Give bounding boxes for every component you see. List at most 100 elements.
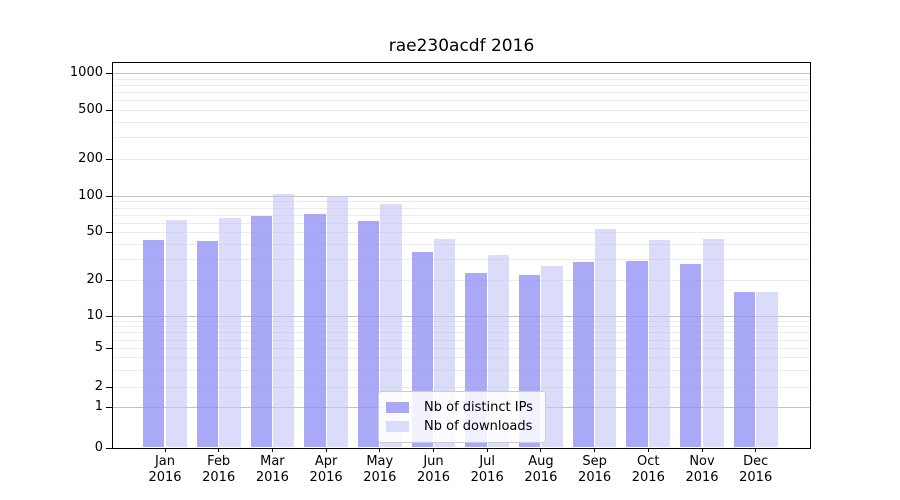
x-tick-mark [540, 448, 542, 452]
major-gridline [113, 316, 810, 317]
y-tick-label: 100 [78, 188, 103, 203]
bar-distinct-ips [733, 291, 756, 447]
bar-distinct-ips [680, 264, 702, 447]
minor-gridline [113, 100, 810, 102]
minor-gridline [113, 159, 810, 160]
x-tick-year: 2016 [309, 469, 343, 485]
x-tick-mark [433, 448, 434, 452]
x-tick-month: Jul [479, 454, 496, 469]
x-tick-year: 2016 [685, 469, 719, 485]
minor-gridline [113, 332, 810, 334]
minor-gridline [113, 84, 810, 86]
x-tick-month: Aug [528, 454, 554, 469]
y-tick-label: 50 [86, 224, 103, 239]
bar-downloads [595, 228, 617, 447]
x-tick-year: 2016 [148, 469, 182, 485]
chart-title: rae230acdf 2016 [388, 36, 535, 56]
x-tick-month: Dec [743, 454, 769, 469]
x-tick-label: Feb 2016 [189, 454, 249, 485]
y-tick-label: 5 [94, 340, 103, 355]
x-tick-label: Sep 2016 [565, 454, 625, 485]
x-tick-month: Jan [154, 454, 176, 469]
bar-distinct-ips [196, 241, 219, 447]
x-tick-label: Dec 2016 [726, 454, 786, 485]
x-tick-year: 2016 [202, 469, 236, 485]
y-tick-mark [106, 279, 112, 281]
y-tick-label: 20 [86, 272, 103, 287]
y-tick-mark [106, 447, 112, 449]
bar-downloads [165, 219, 187, 447]
y-tick-mark [106, 386, 112, 388]
minor-gridline [113, 320, 810, 322]
x-tick-year: 2016 [524, 469, 558, 485]
legend-label-downloads: Nb of downloads [424, 419, 533, 434]
x-tick-mark [325, 448, 327, 452]
x-tick-month: Sep [582, 454, 607, 469]
bar-distinct-ips [572, 262, 595, 447]
bar-distinct-ips [250, 216, 272, 447]
y-tick-label: 200 [78, 151, 103, 166]
minor-gridline [113, 232, 810, 233]
x-tick-mark [218, 448, 220, 452]
bar-downloads [219, 217, 241, 447]
minor-gridline [113, 369, 810, 371]
minor-gridline [113, 78, 810, 80]
x-tick-mark [755, 448, 757, 452]
x-tick-label: May 2016 [350, 454, 410, 485]
minor-gridline [113, 258, 810, 260]
bar-distinct-ips [143, 239, 165, 447]
minor-gridline [113, 280, 810, 281]
minor-gridline [113, 339, 810, 341]
x-tick-mark [164, 448, 166, 452]
x-tick-mark [701, 448, 703, 452]
x-tick-label: Aug 2016 [511, 454, 571, 485]
major-gridline [113, 73, 810, 74]
x-tick-label: Jun 2016 [404, 454, 464, 485]
y-tick-label: 10 [86, 308, 103, 323]
y-tick-mark [106, 406, 112, 408]
x-tick-label: Apr 2016 [296, 454, 356, 485]
minor-gridline [113, 214, 810, 216]
x-tick-mark [594, 448, 596, 452]
legend: Nb of distinct IPs Nb of downloads [378, 391, 546, 443]
x-tick-year: 2016 [631, 469, 665, 485]
bar-downloads [541, 266, 563, 447]
y-tick-label: 2 [94, 379, 103, 394]
x-tick-month: Jun [423, 454, 444, 469]
x-tick-month: Nov [689, 454, 715, 469]
bar-distinct-ips [304, 213, 326, 447]
y-tick-mark [106, 231, 112, 233]
bar-distinct-ips [626, 260, 648, 447]
x-tick-month: May [366, 454, 394, 469]
minor-gridline [113, 357, 810, 359]
legend-swatch-distinct-ips [386, 402, 409, 413]
y-tick-mark [106, 195, 112, 197]
minor-gridline [113, 110, 810, 111]
y-tick-mark [106, 109, 112, 111]
x-tick-year: 2016 [416, 469, 451, 485]
minor-gridline [113, 121, 810, 123]
bar-downloads [380, 204, 402, 447]
minor-gridline [113, 243, 810, 245]
x-tick-label: Mar 2016 [242, 454, 302, 485]
x-tick-label: Jan 2016 [135, 454, 195, 485]
bar-downloads [756, 291, 778, 447]
x-tick-label: Oct 2016 [618, 454, 678, 485]
minor-gridline [113, 387, 810, 388]
minor-gridline [113, 207, 810, 209]
minor-gridline [113, 222, 810, 224]
minor-gridline [113, 137, 810, 139]
y-tick-label: 1000 [69, 65, 103, 80]
x-tick-month: Feb [207, 454, 231, 469]
x-tick-label: Jul 2016 [457, 454, 517, 485]
minor-gridline [113, 92, 810, 94]
legend-item-distinct-ips: Nb of distinct IPs [386, 398, 533, 417]
y-tick-mark [106, 72, 112, 74]
y-tick-mark [106, 158, 112, 160]
x-tick-year: 2016 [578, 469, 612, 485]
minor-gridline [113, 326, 810, 328]
x-tick-mark [271, 448, 273, 452]
bar-downloads [648, 239, 671, 447]
x-tick-month: Mar [260, 454, 285, 469]
x-tick-year: 2016 [470, 469, 504, 485]
